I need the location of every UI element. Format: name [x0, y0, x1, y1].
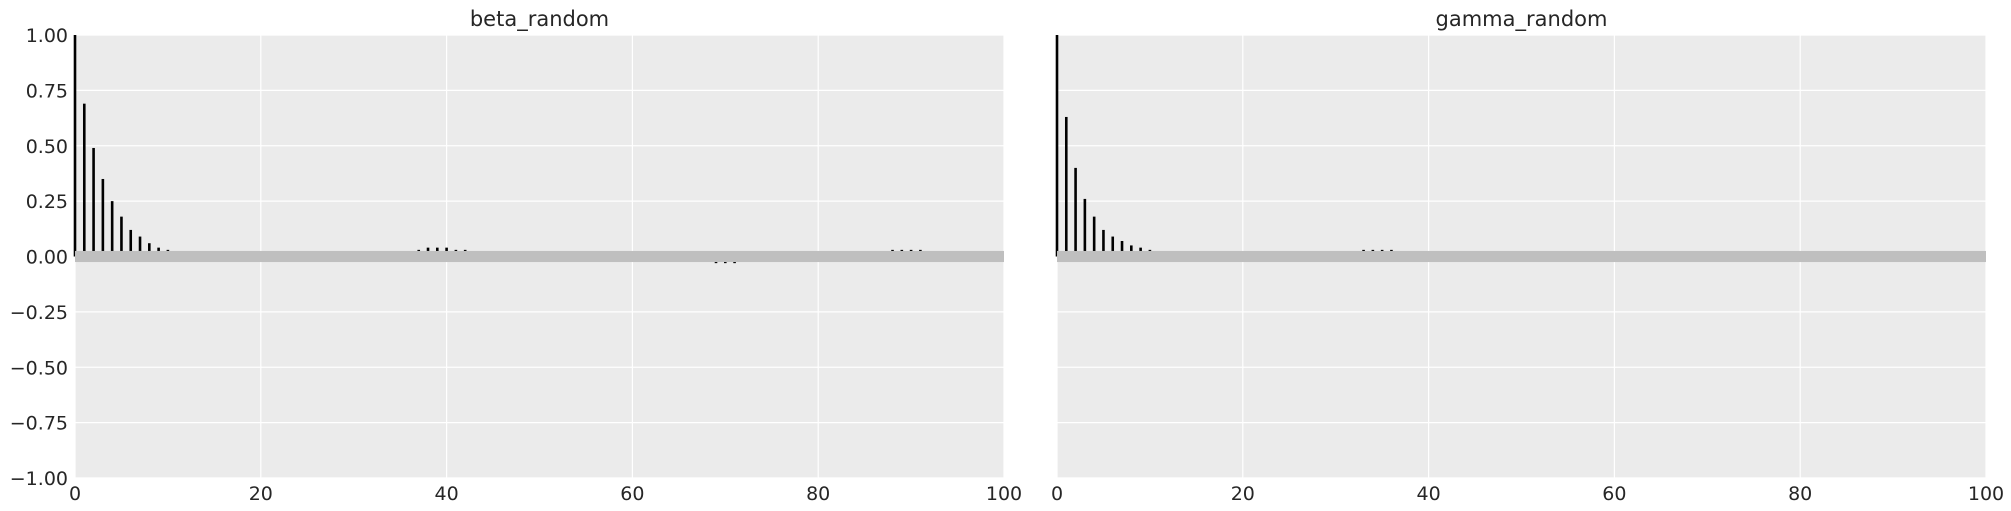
panel-title: beta_random [470, 7, 609, 32]
y-tick-label: 0.00 [26, 247, 68, 269]
y-tick-label: 0.50 [26, 136, 68, 158]
acf-bar [138, 236, 142, 257]
x-tick-label: 80 [1788, 483, 1812, 505]
acf-bar [1092, 216, 1096, 257]
y-tick-label: −1.00 [10, 468, 68, 490]
confidence-band [75, 250, 1004, 263]
confidence-band [1057, 250, 1986, 263]
acf-bar [1102, 229, 1105, 257]
acf-bar [1055, 35, 1059, 257]
acf-bar [129, 229, 133, 257]
acf-bar [1064, 116, 1068, 257]
acf-bar [1111, 236, 1115, 257]
acf-panel-beta_random: beta_random 0 20 40 60 80 100 1.00 0.75 0.50 0.25 0… [10, 7, 1022, 505]
x-tick-label: 100 [1968, 483, 2004, 505]
x-tick-label: 100 [986, 483, 1022, 505]
x-tick-label: 40 [1417, 483, 1441, 505]
panel-title: gamma_random [1436, 7, 1608, 32]
x-tick-label: 0 [1051, 483, 1063, 505]
acf-bar [1074, 167, 1077, 257]
acf-bar [92, 147, 95, 257]
acf-bar [82, 103, 86, 257]
x-tick-label: 60 [1602, 483, 1626, 505]
y-tick-label: 1.00 [26, 25, 68, 47]
acf-bar [148, 243, 151, 257]
acf-bar [101, 178, 105, 257]
y-tick-label: 0.25 [26, 191, 68, 213]
acf-panel-gamma_random: gamma_random 0 20 40 60 80 100 [1051, 7, 2004, 505]
acf-bar [110, 201, 114, 257]
x-tick-label: 40 [435, 483, 459, 505]
y-tick-label: −0.25 [10, 302, 68, 324]
y-tick-label: 0.75 [26, 80, 68, 102]
x-tick-label: 60 [620, 483, 644, 505]
acf-bar [73, 35, 77, 257]
y-tick-label: −0.50 [10, 357, 68, 379]
x-tick-label: 20 [1231, 483, 1255, 505]
x-tick-label: 0 [69, 483, 81, 505]
x-tick-label: 20 [249, 483, 273, 505]
y-tick-label: −0.75 [10, 413, 68, 435]
acf-bar [120, 216, 123, 257]
acf-bar [1120, 240, 1124, 257]
acf-bar [1083, 198, 1087, 257]
x-tick-label: 80 [806, 483, 830, 505]
